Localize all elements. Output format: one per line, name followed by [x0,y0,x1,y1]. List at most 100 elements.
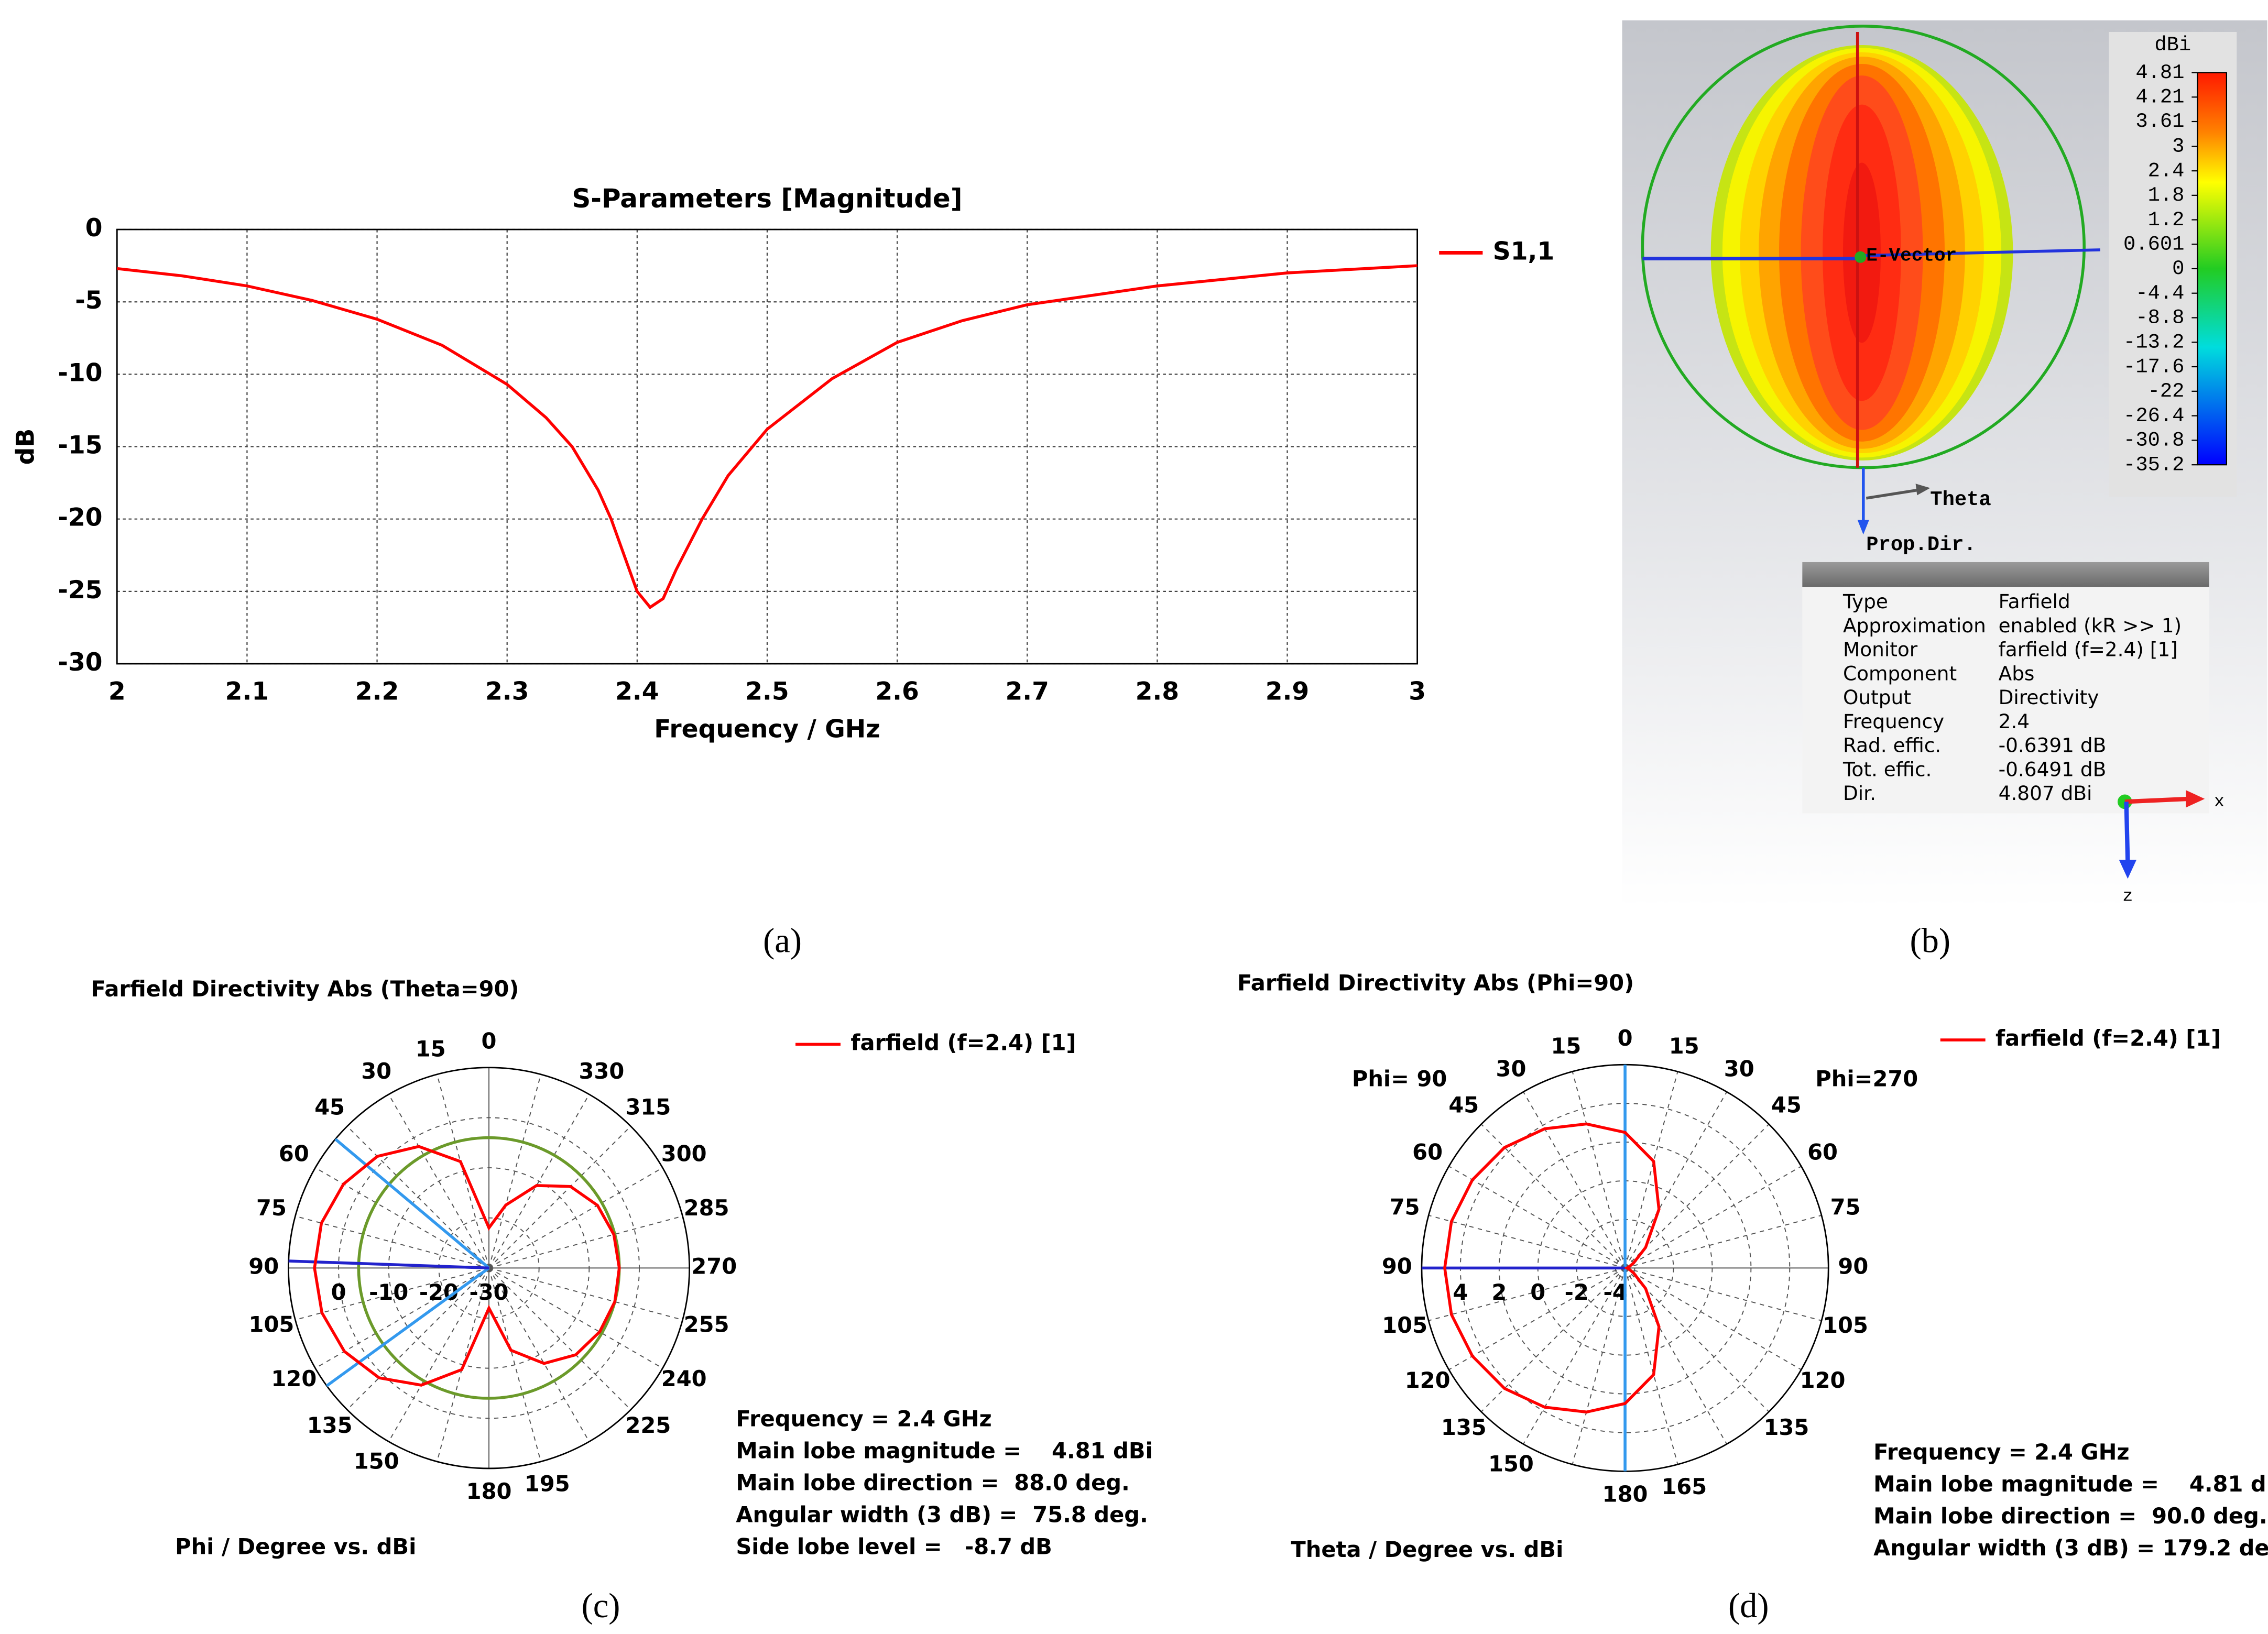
colorbar-tick-label: 2.4 [2148,159,2185,182]
colorbar-tick-label: -22 [2148,380,2185,403]
info-value: 4.807 dBi [1999,782,2092,805]
polar-frame [288,1067,691,1469]
theta-tick-label: 120 [1405,1367,1451,1393]
colorbar-tick-label: -17.6 [2123,355,2184,378]
theta-tick-label: 105 [1823,1312,1868,1338]
theta-arrow [1866,488,1922,500]
caption: (b) [1910,922,1951,960]
polar-spoke [1624,1124,1770,1269]
info-box [1802,562,2209,814]
radiation-body [1710,45,2013,460]
side-label: Phi=270 [1815,1066,1918,1092]
beam-line [334,1138,490,1269]
data-line [116,264,1418,609]
theta-tick-label: 315 [626,1094,671,1120]
theta-tick-label: 150 [1488,1451,1534,1476]
axis-label: Theta / Degree vs. dBi [1291,1537,1563,1562]
origin [1855,251,1867,263]
polar-spoke [1624,1267,1727,1444]
polar-spoke [1624,1071,1678,1268]
triad-z-label: z [2122,886,2133,906]
farfield-3d-view [1622,20,2267,908]
polar-spoke [1448,1267,1626,1370]
info-key: Dir. [1843,782,1876,805]
theta-tick-label: 150 [354,1449,399,1474]
info-line: Angular width (3 dB) = 179.2 deg. [1873,1535,2268,1561]
colorbar-tick-label: -4.4 [2135,282,2184,305]
theta-tick-label: 90 [1382,1253,1412,1279]
arrow-head [1857,520,1869,535]
info-key: Monitor [1843,638,1918,661]
info-line: Angular width (3 dB) = 75.8 deg. [736,1501,1148,1527]
info-line: Side lobe level = -8.7 dB [736,1533,1052,1559]
x-tick-label: 2.7 [1005,677,1049,706]
theta-tick-label: 15 [416,1036,446,1061]
theta-tick-label: 45 [1448,1092,1479,1118]
y-axis-line [1860,248,2100,257]
arrow-head [2186,790,2205,808]
colorbar-tick-label: 4.81 [2135,61,2184,84]
prop-dir-label: Prop.Dir. [1866,533,1976,556]
polar-spoke [1523,1267,1626,1444]
theta-tick-label: 225 [626,1412,671,1438]
theta-tick-label: 30 [1496,1056,1526,1081]
x-tick-label: 2.5 [745,677,789,706]
info-value: Farfield [1999,590,2070,613]
theta-tick-label: 60 [279,1140,309,1166]
r-tick-label: 0 [1530,1279,1545,1305]
theta-tick-label: 60 [1807,1139,1838,1165]
theta-label: Theta [1930,488,1991,511]
x-tick-label: 2.3 [485,677,529,706]
info-key: Component [1843,662,1957,685]
theta-tick-label: 120 [1800,1367,1846,1393]
theta-tick-label: 75 [1830,1194,1861,1220]
r-tick-label: 0 [331,1279,346,1305]
colorbar-tick-label: -13.2 [2123,331,2184,354]
info-line: Main lobe magnitude = 4.81 dBi [1873,1471,2268,1497]
theta-tick-label: 195 [525,1471,570,1496]
polar-spoke [488,1268,541,1462]
x-tick-label: 2.9 [1266,677,1309,706]
colorbar-tick-label: 1.8 [2148,184,2185,207]
x-axis-label: Frequency / GHz [654,715,880,744]
theta-tick-label: 75 [1390,1194,1420,1220]
chart-title: Farfield Directivity Abs (Theta=90) [91,976,519,1002]
theta-tick-label: 15 [1551,1033,1581,1059]
polar-spoke [1624,1267,1770,1412]
colorbar-tick-label: -30.8 [2123,429,2184,452]
theta-tick-label: 105 [249,1312,295,1337]
colorbar-tick-label: 0.601 [2123,233,2184,256]
info-value: farfield (f=2.4) [1] [1999,638,2178,661]
x-tick-label: 2.2 [355,677,399,706]
colorbar-tick-label: -35.2 [2123,453,2184,476]
info-box-header [1802,562,2209,587]
theta-tick-label: 105 [1382,1312,1427,1338]
colorbar-title: dBi [2154,34,2191,57]
info-key: Tot. effic. [1842,758,1932,781]
info-key: Frequency [1843,710,1944,733]
colorbar-tick-label: 3 [2172,135,2184,158]
theta-tick-label: 285 [684,1195,729,1221]
polar-spoke [346,1267,489,1410]
y-tick-label: -5 [75,286,102,315]
theta-tick-label: 0 [482,1028,497,1054]
colorbar-tick-label: -8.8 [2135,306,2184,330]
y-tick-label: -20 [58,503,102,532]
caption: (a) [763,922,802,960]
colorbar-tick-label: 4.21 [2135,86,2184,109]
colorbar-tick-label: 0 [2172,257,2184,280]
info-value: Abs [1999,662,2035,685]
theta-tick-label: 135 [1441,1414,1487,1440]
theta-tick-label: 135 [307,1412,353,1438]
polar-ring [388,1167,590,1369]
theta-tick-label: 165 [1661,1474,1707,1499]
r-tick-label: 4 [1453,1279,1468,1305]
x-tick-label: 2 [108,677,126,706]
legend-label: farfield (f=2.4) [1] [1996,1025,2221,1051]
polar-spoke [1480,1124,1626,1269]
theta-tick-label: 75 [256,1195,287,1221]
info-value: Directivity [1999,686,2099,709]
r-tick-label: -20 [419,1279,459,1305]
theta-tick-label: 90 [248,1253,279,1279]
